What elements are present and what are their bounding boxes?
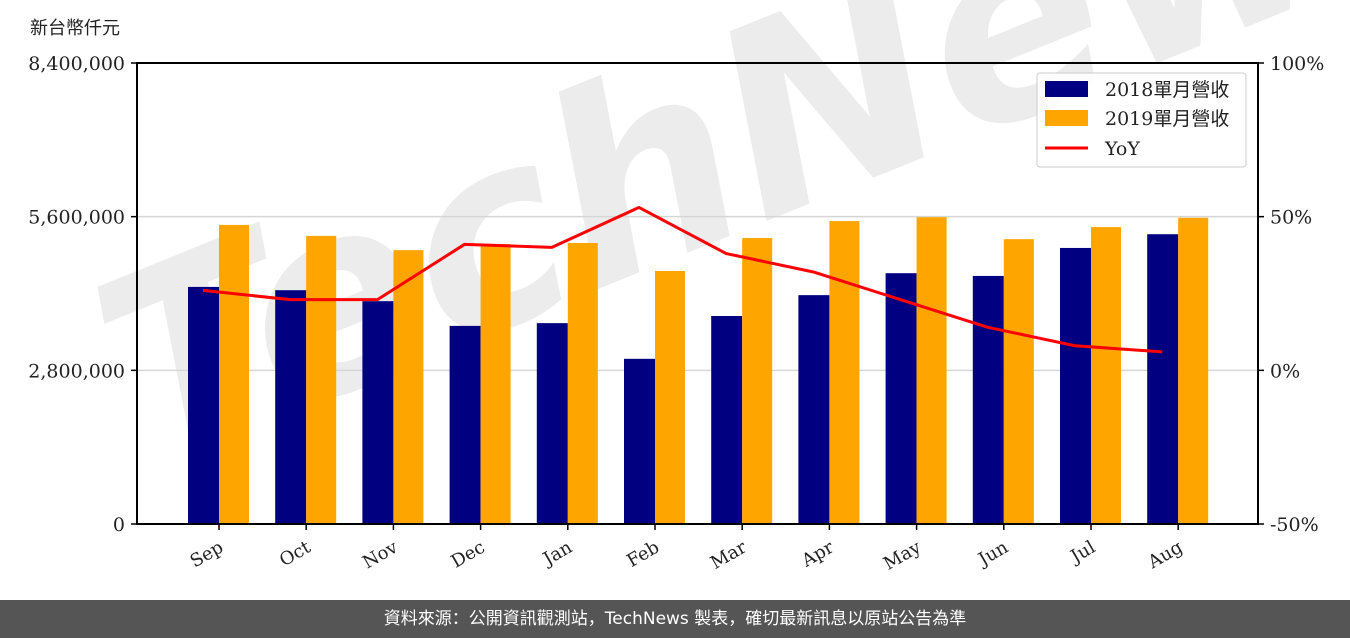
x-tick-label: Nov [359,536,402,573]
bar-2018 [449,325,481,524]
y2-tick-label: -50% [1270,514,1319,536]
legend-label: 2018單月營收 [1105,79,1229,101]
x-tick-label: Mar [707,537,751,574]
y-tick-label: 8,400,000 [28,53,125,75]
bar-2018 [362,301,394,524]
bar-2018 [1060,247,1091,525]
x-tick-label: Aug [1144,537,1187,574]
revenue-chart: TechNews 02,800,0005,600,0008,400,000-50… [28,0,1350,575]
yoy-line [202,205,1163,354]
bar-2019 [916,217,947,525]
y-tick-label: 0 [113,514,125,536]
legend-swatch [1045,81,1088,97]
legend: 2018單月營收 2019單月營收 YoY [1036,72,1247,168]
legend-swatch [1045,110,1088,126]
x-tick-label: Jan [538,537,576,571]
x-tick-label: May [880,536,925,574]
bar-2019 [306,235,337,524]
bar-2018 [798,295,830,524]
bar-2018 [972,275,1004,524]
bar-2019 [829,221,860,525]
yoy-polyline [202,205,1163,354]
y-tick-label: 5,600,000 [28,207,125,229]
bar-2018 [536,323,568,524]
bar-2019 [1178,217,1209,524]
bar-2019 [742,238,773,524]
x-tick-label: Feb [623,537,663,572]
bar-2019 [1091,227,1121,524]
y2-tick-label: 0% [1270,360,1300,382]
x-tick-label: Sep [187,537,227,572]
bar-2019 [567,243,598,524]
plot-frame [136,62,1259,525]
bar-2019 [1003,239,1034,525]
bars [188,217,1209,525]
bar-2019 [655,270,685,524]
bar-2018 [1147,234,1179,524]
x-tick-label: Apr [797,537,837,572]
y-tick-label: 2,800,000 [28,360,125,382]
bar-2019 [219,224,249,524]
bar-2018 [711,316,743,524]
source-footer: 資料來源：公開資訊觀測站，TechNews 製表，確切最新訊息以原站公告為準 [0,600,1350,638]
bar-2018 [275,290,307,524]
bar-2019 [393,250,424,524]
y2-tick-label: 50% [1270,207,1312,229]
bar-2018 [624,358,655,524]
bar-2019 [480,244,511,524]
x-tick-label: Jun [973,537,1012,572]
x-tick-label: Dec [448,537,489,573]
y2-tick-label: 100% [1270,53,1324,75]
bar-2018 [188,286,219,524]
legend-box [1036,72,1247,168]
x-tick-label: Oct [276,536,315,571]
legend-label: YoY [1104,138,1140,160]
y-axis-unit-label: 新台幣仟元 [30,18,120,39]
legend-label: 2019單月營收 [1105,108,1229,130]
bar-2018 [885,273,917,524]
x-tick-label: Jul [1066,537,1100,569]
